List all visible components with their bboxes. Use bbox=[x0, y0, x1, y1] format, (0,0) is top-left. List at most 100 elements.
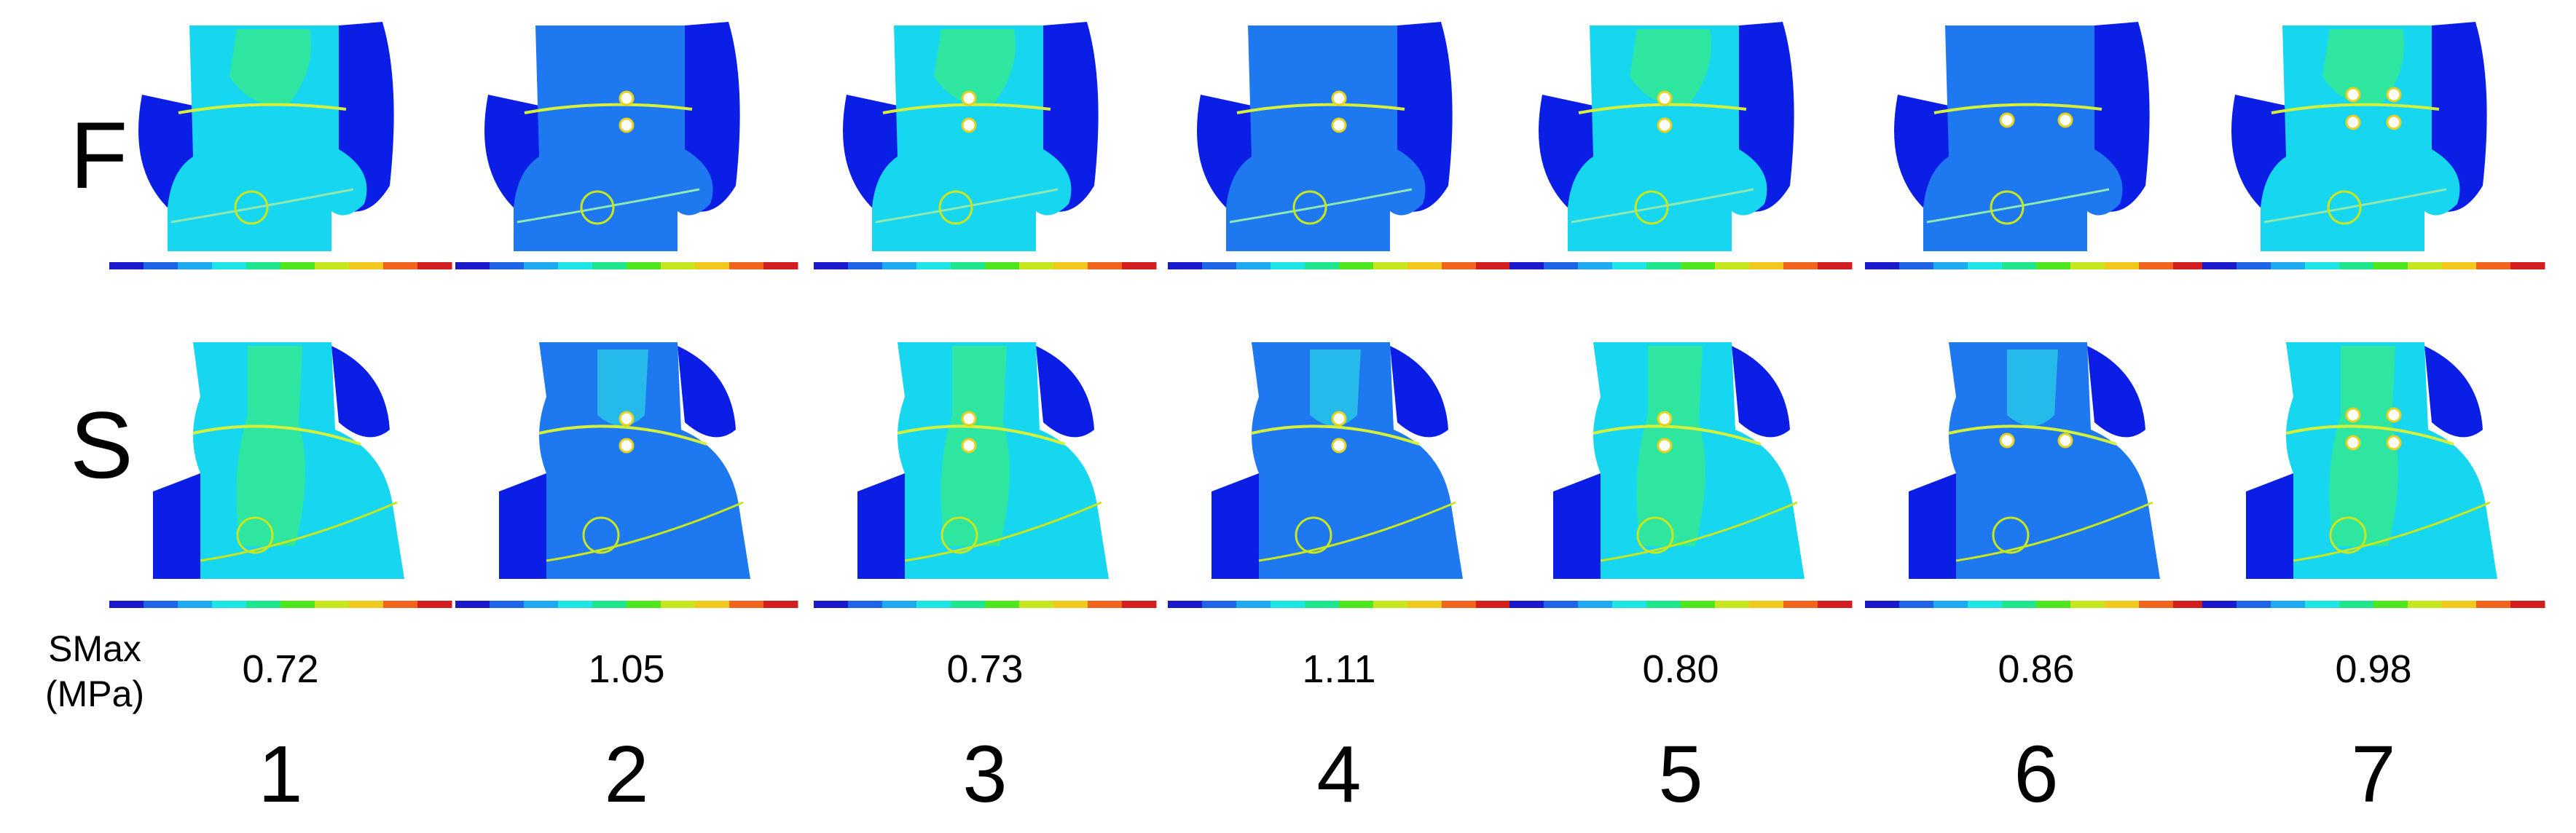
scale-segment bbox=[1578, 601, 1613, 608]
scale-segment bbox=[592, 601, 627, 608]
row-label-front: F bbox=[70, 102, 128, 208]
scale-segment bbox=[1122, 601, 1157, 608]
side-color-scale bbox=[1865, 601, 2208, 608]
side-color-scale bbox=[2202, 601, 2545, 608]
scale-segment bbox=[1305, 601, 1340, 608]
scale-segment bbox=[1236, 601, 1271, 608]
scale-segment bbox=[2373, 601, 2408, 608]
side-lower-line bbox=[1600, 501, 1798, 562]
front-joint-line bbox=[1933, 103, 2102, 114]
smax-label-title: SMax bbox=[48, 628, 141, 669]
scale-segment bbox=[2036, 262, 2071, 269]
scale-segment bbox=[417, 601, 452, 608]
scale-segment bbox=[1865, 262, 1900, 269]
scale-segment bbox=[417, 262, 452, 269]
side-lower-line bbox=[1258, 501, 1456, 562]
side-ring bbox=[1992, 516, 2030, 554]
scale-segment bbox=[315, 601, 350, 608]
model-3 bbox=[814, 22, 1157, 608]
scale-segment bbox=[315, 262, 350, 269]
front-color-scale bbox=[1865, 262, 2208, 269]
side-color-scale bbox=[1509, 601, 1853, 608]
scale-segment bbox=[1646, 601, 1681, 608]
side-lower-line bbox=[904, 501, 1102, 562]
scale-segment bbox=[349, 601, 384, 608]
scale-segment bbox=[455, 262, 490, 269]
scale-segment bbox=[524, 601, 559, 608]
scale-segment bbox=[383, 262, 418, 269]
front-joint-line bbox=[2271, 103, 2440, 114]
scale-segment bbox=[1968, 601, 2003, 608]
scale-segment bbox=[695, 601, 730, 608]
side-ring bbox=[2329, 516, 2367, 554]
front-implant bbox=[2386, 114, 2402, 130]
scale-segment bbox=[2476, 601, 2511, 608]
scale-segment bbox=[2237, 601, 2271, 608]
side-tendon bbox=[2087, 346, 2145, 438]
front-body bbox=[1568, 25, 1767, 251]
scale-segment bbox=[1715, 262, 1750, 269]
scale-segment bbox=[592, 262, 627, 269]
scale-segment bbox=[916, 601, 951, 608]
scale-segment bbox=[1865, 601, 1900, 608]
front-body bbox=[2261, 25, 2460, 251]
scale-segment bbox=[246, 262, 281, 269]
side-stress-zone bbox=[597, 350, 648, 426]
front-implant bbox=[2057, 112, 2073, 128]
side-lower-line bbox=[200, 501, 398, 562]
scale-segment bbox=[661, 262, 696, 269]
scale-segment bbox=[814, 262, 849, 269]
front-joint-line bbox=[178, 103, 347, 114]
side-implant bbox=[1331, 438, 1347, 454]
scale-segment bbox=[985, 262, 1020, 269]
scale-segment bbox=[1681, 601, 1716, 608]
scale-segment bbox=[848, 601, 883, 608]
side-implant bbox=[1657, 438, 1673, 454]
scale-segment bbox=[2271, 601, 2306, 608]
side-ring bbox=[941, 516, 978, 554]
front-implant bbox=[961, 117, 977, 133]
front-stress-zone bbox=[2322, 29, 2404, 106]
front-lower-line bbox=[2263, 188, 2447, 224]
scale-segment bbox=[2105, 601, 2140, 608]
scale-segment bbox=[882, 601, 917, 608]
front-body bbox=[1923, 25, 2123, 251]
front-lower-line bbox=[875, 188, 1059, 224]
smax-label: SMax (MPa) bbox=[22, 626, 168, 716]
front-implant bbox=[1657, 90, 1673, 106]
scale-segment bbox=[814, 601, 849, 608]
scale-segment bbox=[280, 601, 315, 608]
scale-segment bbox=[1612, 262, 1647, 269]
scale-segment bbox=[1578, 262, 1613, 269]
scale-segment bbox=[1544, 262, 1579, 269]
side-implant bbox=[1331, 411, 1347, 427]
side-implant bbox=[619, 438, 635, 454]
scale-segment bbox=[109, 601, 144, 608]
front-color-scale bbox=[455, 262, 798, 269]
model-index-2: 2 bbox=[604, 730, 649, 819]
scale-segment bbox=[1442, 601, 1477, 608]
scale-segment bbox=[1968, 262, 2003, 269]
scale-segment bbox=[2339, 262, 2374, 269]
smax-value-2: 1.05 bbox=[588, 647, 665, 691]
scale-segment bbox=[2070, 262, 2105, 269]
scale-segment bbox=[1053, 262, 1088, 269]
scale-segment bbox=[1339, 601, 1374, 608]
scale-segment bbox=[1818, 262, 1853, 269]
scale-segment bbox=[383, 601, 418, 608]
scale-segment bbox=[524, 262, 559, 269]
scale-segment bbox=[627, 262, 661, 269]
scale-segment bbox=[1544, 601, 1579, 608]
scale-segment bbox=[1236, 262, 1271, 269]
scale-segment bbox=[212, 601, 247, 608]
scale-segment bbox=[763, 262, 798, 269]
smax-value-1: 0.72 bbox=[242, 647, 319, 691]
scale-segment bbox=[916, 262, 951, 269]
side-tendon bbox=[331, 346, 390, 438]
front-ring bbox=[2327, 190, 2362, 225]
scale-segment bbox=[951, 601, 986, 608]
front-lower-line bbox=[1229, 188, 1413, 224]
scale-segment bbox=[2408, 601, 2443, 608]
front-ring bbox=[1634, 190, 1669, 225]
